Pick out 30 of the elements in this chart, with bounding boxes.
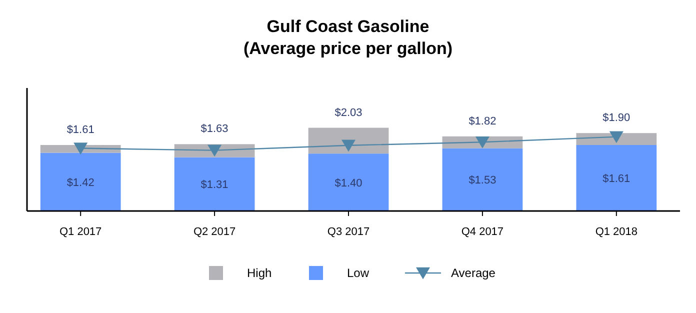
x-tick-label: Q3 2017 xyxy=(327,226,370,238)
legend-label: Low xyxy=(347,266,370,280)
data-label: $1.42 xyxy=(66,176,94,189)
point xyxy=(74,142,88,155)
point xyxy=(609,131,624,144)
x-tick-label: Q2 2017 xyxy=(193,226,236,238)
x-tick-label: Q1 2018 xyxy=(595,226,638,238)
total-label: $1.61 xyxy=(66,124,94,136)
bar xyxy=(308,128,389,154)
chart-title: Gulf Coast Gasoline (Average price per gallon) xyxy=(243,17,453,58)
total-label: $1.82 xyxy=(468,115,496,128)
point xyxy=(342,140,356,152)
bar xyxy=(442,148,523,211)
data-label: $1.53 xyxy=(468,174,496,187)
bar xyxy=(576,144,657,211)
bar xyxy=(40,152,121,211)
point xyxy=(208,144,222,157)
bar xyxy=(174,157,255,211)
data-label: $1.61 xyxy=(602,172,630,185)
x-tick-label: Q4 2017 xyxy=(461,226,504,238)
total-label: $2.03 xyxy=(334,106,362,119)
data-label: $1.31 xyxy=(200,179,228,192)
total-label: $1.63 xyxy=(200,123,228,136)
legend-label: High xyxy=(247,266,272,280)
total-label: $1.90 xyxy=(602,112,630,124)
legend-label: Average xyxy=(451,266,496,280)
point xyxy=(475,136,490,148)
data-label: $1.40 xyxy=(334,177,362,190)
bar xyxy=(308,154,389,211)
x-tick-label: Q1 2017 xyxy=(59,226,102,238)
